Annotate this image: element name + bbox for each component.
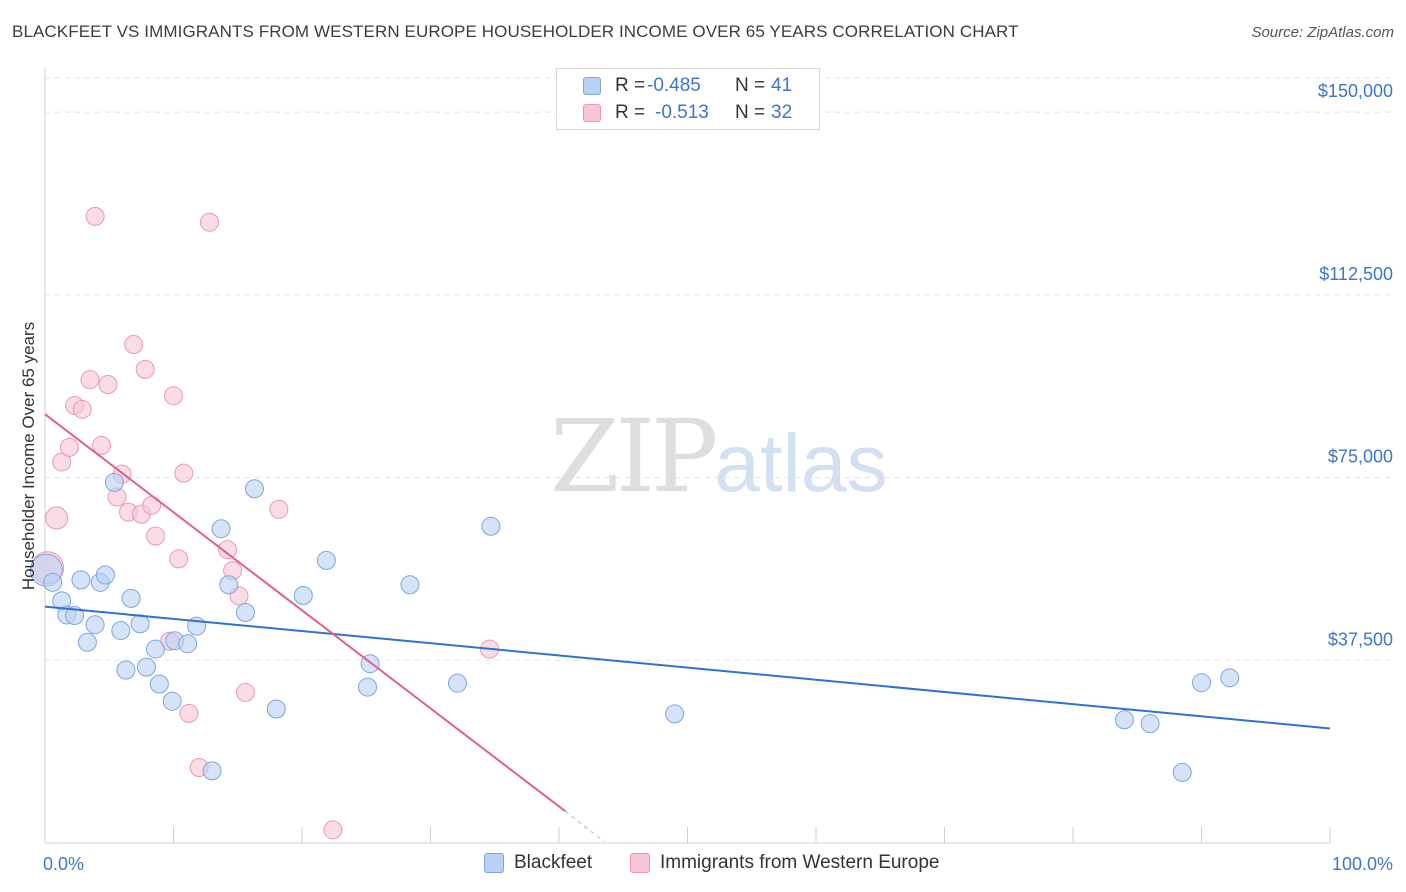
immigrants-point [59, 437, 79, 457]
trend-lines [44, 413, 1331, 843]
immigrants-point [199, 212, 219, 232]
immigrants-point [164, 386, 183, 406]
immigrants-point [179, 703, 199, 723]
blackfeet-point [244, 479, 264, 499]
y-tick-label: $150,000 [1318, 81, 1393, 101]
n-value: 32 [771, 102, 793, 123]
blackfeet-point [146, 639, 166, 659]
watermark-zip: ZIP [550, 398, 718, 515]
tick-labels: $37,500 $75,000 $112,500 $150,000 0.0% 100.0%… [19, 81, 1393, 874]
blackfeet-point [149, 674, 169, 694]
blackfeet-point [137, 657, 157, 677]
blackfeet-point [77, 632, 97, 652]
blackfeet-point [1220, 668, 1240, 688]
blackfeet-point [316, 550, 336, 570]
immigrants-point [169, 549, 189, 569]
blackfeet-point [665, 704, 685, 724]
blackfeet-point [219, 575, 239, 595]
legend-label: Immigrants from Western Europe [660, 852, 940, 873]
blackfeet-point [130, 614, 150, 634]
blackfeet-point [1172, 762, 1192, 782]
immigrants-point [174, 463, 194, 483]
blackfeet-point [400, 575, 420, 595]
immigrants-swatch [630, 853, 650, 873]
r-label: R = [615, 75, 646, 96]
blackfeet-point [358, 677, 378, 697]
blackfeet-swatch [484, 853, 504, 873]
blackfeet-trend-line [44, 605, 1331, 730]
blackfeet-point [71, 570, 91, 590]
immigrants-point [85, 206, 105, 226]
immigrants-point [72, 399, 92, 419]
immigrants-point [98, 374, 118, 394]
immigrants-point [52, 452, 72, 472]
axes [44, 68, 1331, 844]
series-immigrants-points [31, 206, 500, 840]
blackfeet-point [211, 519, 231, 539]
blackfeet-point [162, 691, 182, 711]
immigrants-point [45, 506, 69, 530]
legend-label: Blackfeet [514, 852, 593, 873]
blackfeet-point [202, 761, 222, 781]
gridlines [45, 77, 1395, 661]
immigrants-point [146, 526, 166, 546]
r-value: -0.485 [647, 75, 701, 96]
immigrants-point [135, 359, 155, 379]
source-credit: Source: ZipAtlas.com [1251, 24, 1394, 41]
y-axis-title: Householder Income Over 65 years [19, 322, 38, 590]
n-label: N = [735, 102, 766, 123]
y-tick-label: $75,000 [1328, 447, 1393, 467]
blackfeet-point [266, 699, 286, 719]
immigrants-trend-extension [564, 810, 605, 843]
chart-title: BLACKFEET VS IMMIGRANTS FROM WESTERN EUR… [12, 22, 1019, 41]
blackfeet-point [481, 516, 501, 536]
blackfeet-swatch [583, 77, 601, 95]
blackfeet-point [43, 572, 63, 592]
blackfeet-point [121, 588, 141, 608]
correlation-legend: R = -0.485 N = 41 R = -0.513 N = 32 [556, 68, 820, 130]
x-tick-label-max: 100.0% [1332, 854, 1393, 874]
blackfeet-point [104, 472, 124, 492]
blackfeet-point [1140, 714, 1160, 734]
blackfeet-point [293, 585, 313, 605]
blackfeet-point [447, 673, 467, 693]
immigrants-point [235, 682, 255, 702]
series-blackfeet-points [29, 472, 1240, 782]
immigrants-point [142, 495, 162, 515]
immigrants-point [323, 820, 343, 840]
blackfeet-point [85, 615, 105, 635]
immigrants-trend-line [44, 413, 567, 813]
y-tick-label: $37,500 [1328, 629, 1393, 649]
immigrants-point [80, 370, 100, 390]
watermark-atlas: atlas [714, 418, 888, 509]
blackfeet-point [65, 605, 85, 625]
immigrants-swatch [583, 104, 601, 122]
watermark: ZIPatlas [550, 398, 888, 515]
blackfeet-point [235, 603, 255, 623]
r-label: R = [615, 102, 646, 123]
y-tick-label: $112,500 [1319, 264, 1393, 284]
immigrants-point [217, 540, 237, 560]
blackfeet-point [1114, 710, 1134, 730]
immigrants-point [92, 435, 112, 455]
blackfeet-point [116, 660, 136, 680]
n-label: N = [735, 75, 766, 96]
blackfeet-point [95, 565, 115, 585]
x-tick-label-min: 0.0% [43, 854, 84, 874]
n-value: 41 [771, 75, 793, 96]
immigrants-point [269, 499, 289, 519]
blackfeet-point [178, 634, 198, 654]
r-value: -0.513 [655, 102, 709, 123]
blackfeet-point [1192, 673, 1211, 693]
immigrants-point [124, 335, 144, 355]
blackfeet-point [111, 621, 131, 641]
